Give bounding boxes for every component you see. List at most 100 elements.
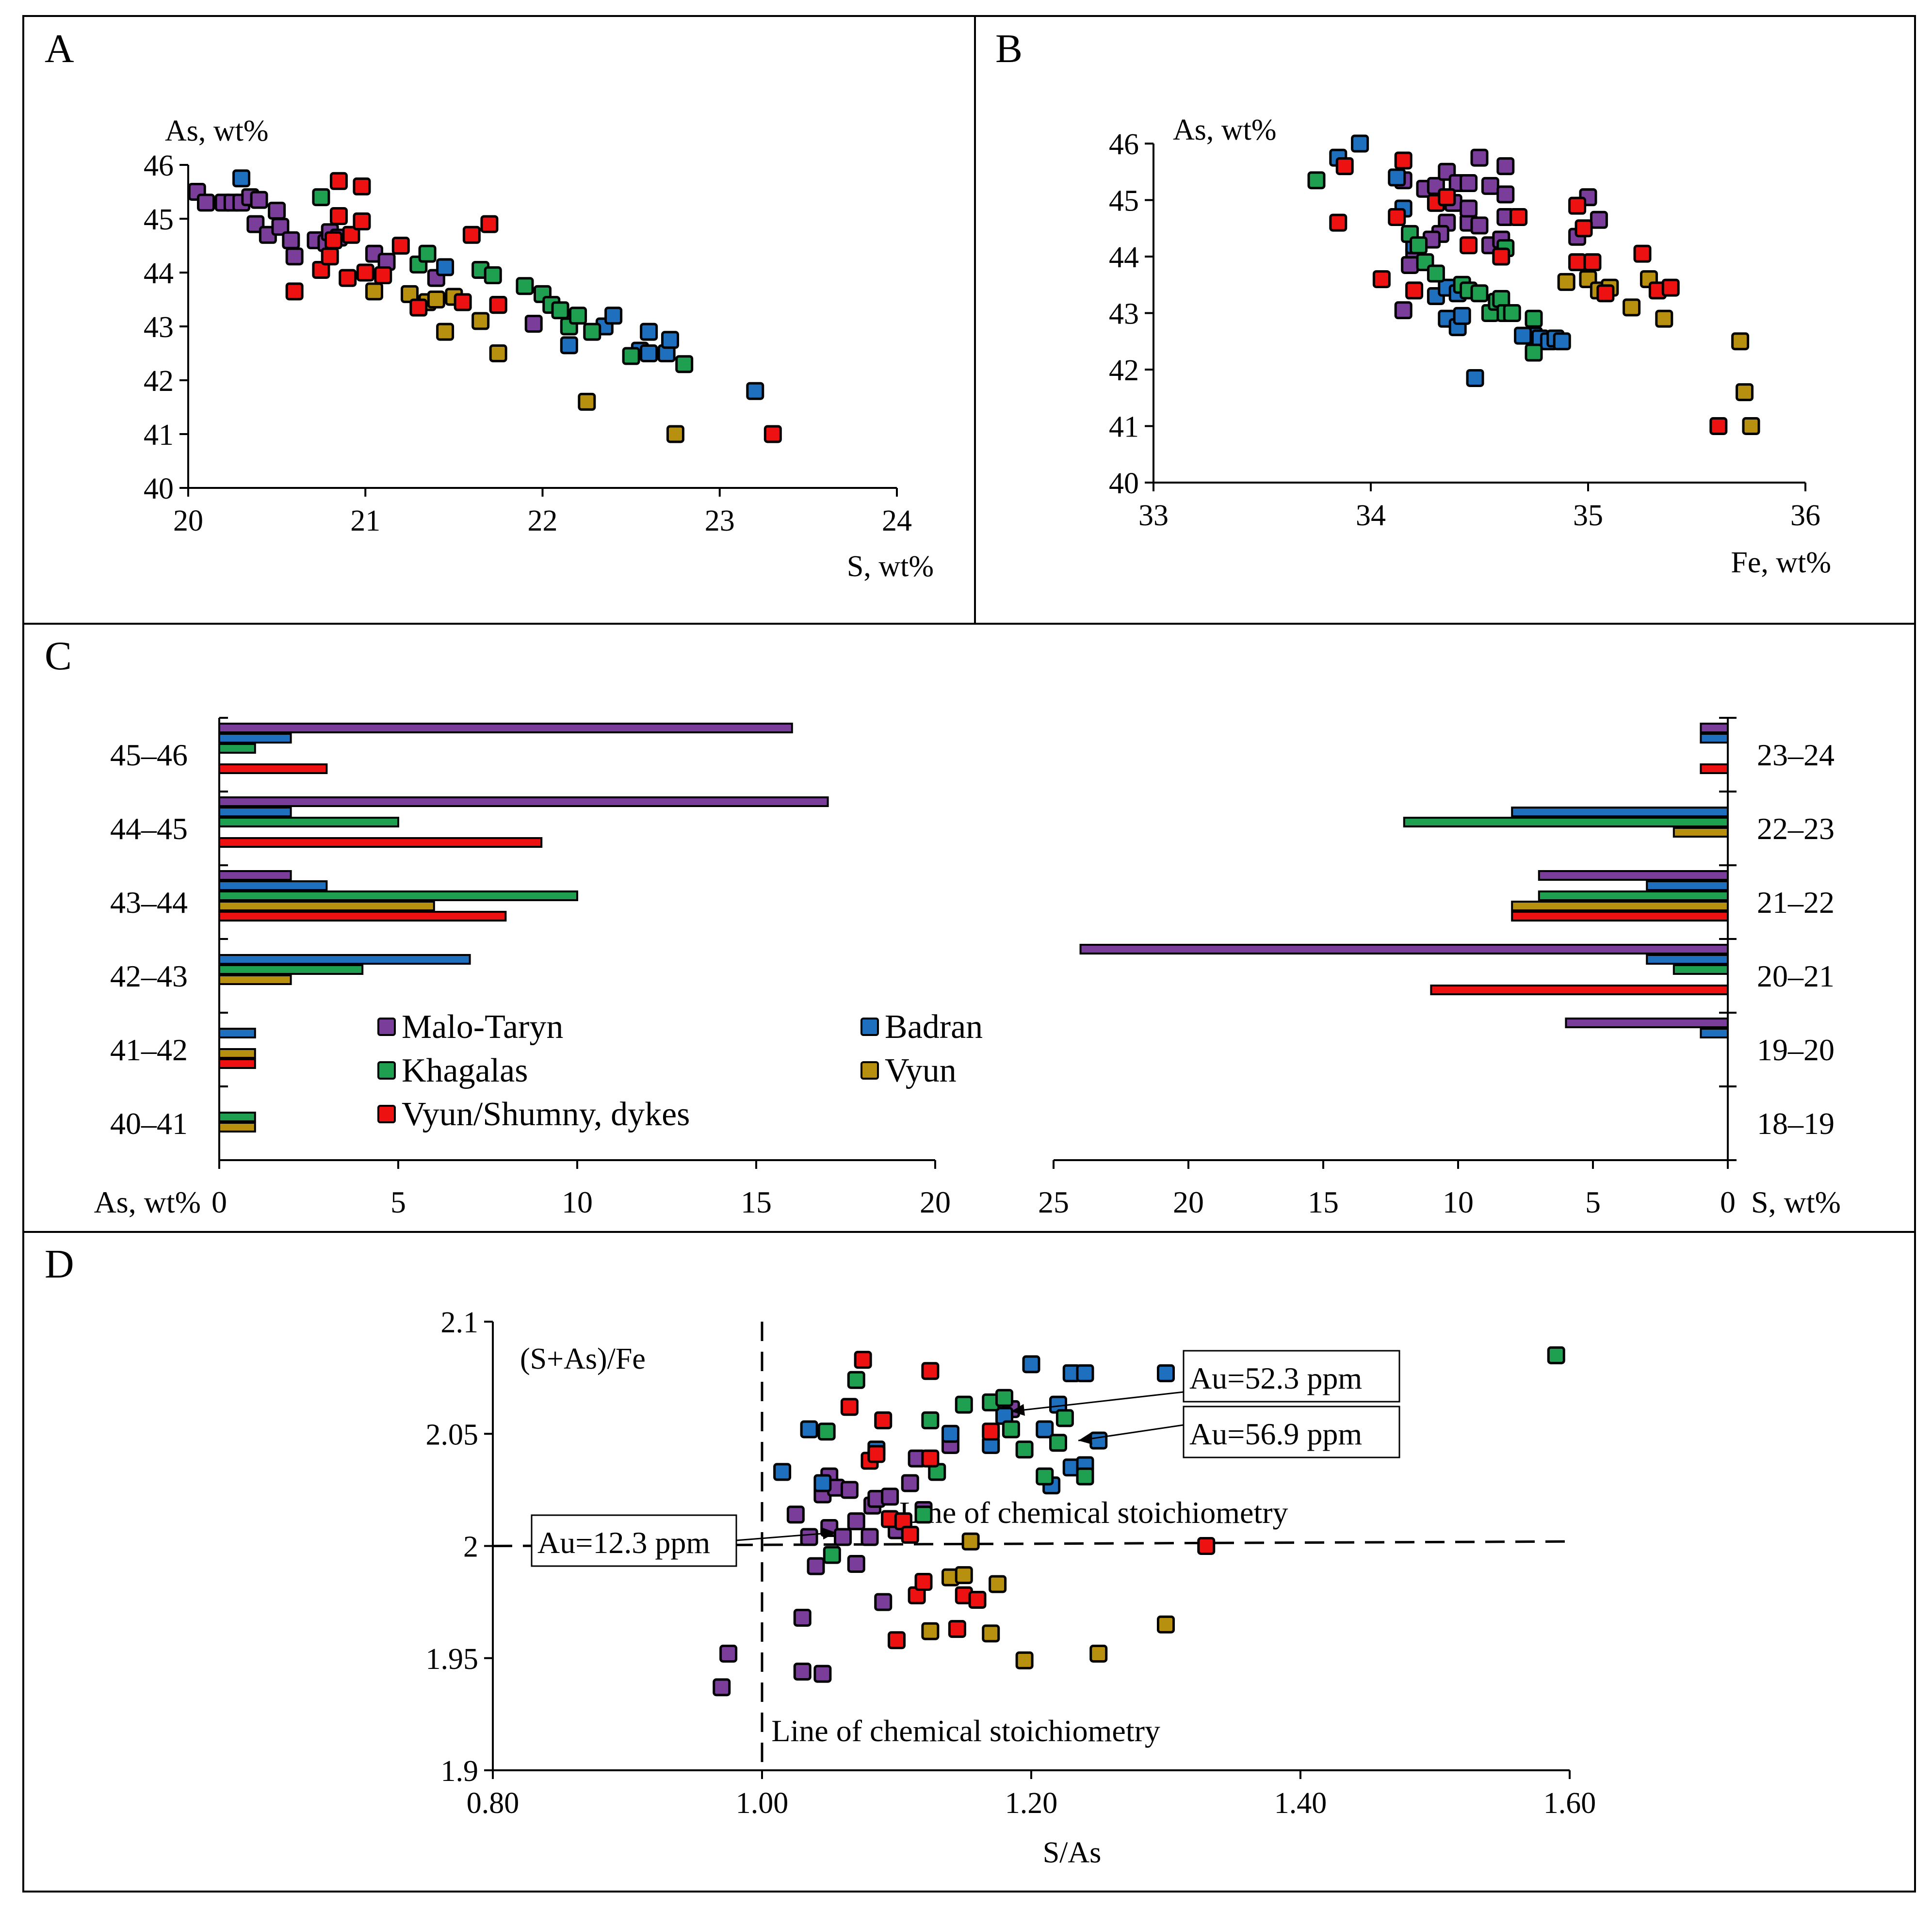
annotation-box: [1183, 1350, 1400, 1403]
point-vyun: [1742, 417, 1760, 435]
point-khagalas: [1307, 171, 1326, 190]
bar-s-malo-taryn: [1565, 1018, 1729, 1028]
point-khagalas: [484, 266, 502, 285]
point-khagalas: [823, 1546, 841, 1564]
point-vyun-shumny-dykes: [325, 231, 343, 249]
point-vyun-shumny-dykes: [1335, 157, 1354, 176]
bar-s-khagalas: [1538, 890, 1729, 901]
left-x-tick-label: 15: [741, 1185, 772, 1219]
point-vyun-shumny-dykes: [1575, 219, 1593, 238]
annotation-box: [1183, 1406, 1400, 1458]
point-vyun-shumny-dykes: [901, 1525, 919, 1544]
point-malo-taryn: [840, 1481, 859, 1499]
right-category-label: 21–22: [1757, 885, 1835, 920]
point-badran: [1514, 326, 1532, 345]
point-badran: [1089, 1431, 1108, 1450]
point-vyun: [961, 1532, 980, 1551]
y-tick-label: 1.95: [426, 1643, 479, 1676]
point-vyun: [1089, 1645, 1108, 1663]
point-vyun: [989, 1575, 1007, 1593]
point-khagalas: [1427, 264, 1445, 283]
point-badran: [800, 1420, 818, 1439]
point-malo-taryn: [250, 191, 268, 209]
bar-as-badran: [218, 880, 328, 891]
panel-letter-b: B: [995, 26, 1023, 71]
point-khagalas: [622, 347, 640, 365]
point-badran: [1022, 1355, 1040, 1374]
left-x-axis-label: As, wt%: [94, 1185, 201, 1219]
bar-s-malo-taryn: [1079, 944, 1729, 954]
point-badran: [640, 344, 658, 362]
bar-as-badran: [218, 954, 471, 965]
point-khagalas: [955, 1395, 973, 1414]
x-tick-label: 1.00: [736, 1787, 789, 1820]
y-tick-label: 43: [1109, 298, 1139, 331]
y-axis-label: As, wt%: [165, 114, 269, 147]
bar-as-khagalas: [218, 964, 364, 975]
point-malo-taryn: [1470, 216, 1489, 235]
annotation-leader-line: [1011, 1391, 1184, 1412]
point-vyun-shumny-dykes: [1197, 1537, 1216, 1555]
point-vyun: [921, 1622, 940, 1640]
left-category-label: 44–45: [110, 811, 188, 846]
bar-as-malo-taryn: [218, 723, 793, 733]
y-tick-label: 2.05: [426, 1418, 479, 1451]
bar-s-vyun: [1672, 827, 1729, 838]
point-vyun: [982, 1624, 1000, 1643]
bar-s-malo-taryn: [1700, 723, 1729, 733]
bar-as-vyun-shumny-dykes: [218, 763, 328, 774]
point-vyun-shumny-dykes: [480, 215, 499, 233]
y-tick-label: 45: [1109, 185, 1139, 218]
x-tick-label: 34: [1356, 499, 1386, 532]
point-malo-taryn: [793, 1663, 812, 1681]
point-malo-taryn: [786, 1505, 805, 1524]
point-khagalas: [1002, 1420, 1020, 1439]
annotation-leader-line: [1078, 1424, 1184, 1441]
annotation-arrowhead: [822, 1527, 836, 1540]
point-vyun-shumny-dykes: [489, 296, 507, 314]
y-tick-label: 41: [1109, 411, 1139, 444]
point-khagalas: [516, 277, 534, 295]
point-vyun-shumny-dykes: [921, 1362, 940, 1380]
right-category-label: 20–21: [1757, 959, 1835, 993]
point-malo-taryn: [271, 218, 290, 236]
bar-s-malo-taryn: [1538, 870, 1729, 881]
point-vyun-shumny-dykes: [840, 1398, 859, 1416]
bar-as-vyun: [218, 901, 435, 911]
legend-label-malo-taryn: Malo-Taryn: [402, 1008, 563, 1046]
annotation-label: Au=56.9 ppm: [1189, 1417, 1362, 1451]
annotation-label: Au=52.3 ppm: [1189, 1361, 1362, 1395]
bar-as-badran: [218, 733, 292, 744]
x-tick-label: 33: [1138, 499, 1169, 532]
bar-as-khagalas: [218, 890, 578, 901]
point-vyun-shumny-dykes: [763, 425, 782, 443]
left-x-tick-label: 20: [920, 1185, 951, 1219]
point-khagalas: [1525, 343, 1543, 362]
point-malo-taryn: [713, 1678, 731, 1697]
legend-swatch-badran: [860, 1018, 879, 1036]
x-tick-label: 24: [882, 504, 912, 537]
right-x-tick-label: 15: [1308, 1185, 1339, 1219]
right-category-label: 23–24: [1757, 738, 1835, 772]
left-category-label: 40–41: [110, 1106, 188, 1141]
x-tick-label: 21: [350, 504, 380, 537]
point-malo-taryn: [1460, 174, 1478, 193]
bar-as-vyun: [218, 1122, 256, 1132]
bar-as-badran: [218, 1028, 256, 1038]
y-tick-label: 45: [144, 203, 174, 236]
y-tick-label: 40: [1109, 467, 1139, 500]
legend-swatch-vyun-shumny-dykes: [377, 1105, 396, 1123]
point-vyun-shumny-dykes: [874, 1411, 893, 1429]
panel-d-scatter: 0.80 1.00 1.20 1.40 1.60 1.9 1.95 2 2.05 2.1 S/As (…: [426, 1306, 1596, 1869]
point-khagalas: [817, 1423, 836, 1441]
annotation-box: [531, 1514, 737, 1567]
point-malo-taryn: [847, 1555, 865, 1573]
point-vyun-shumny-dykes: [1372, 270, 1391, 289]
point-khagalas: [1470, 284, 1489, 303]
left-category-label: 43–44: [110, 885, 188, 920]
point-vyun-shumny-dykes: [329, 172, 348, 190]
x-axis-label: Fe, wt%: [1731, 546, 1831, 579]
x-tick-label: 20: [173, 504, 203, 537]
point-khagalas: [583, 323, 601, 341]
